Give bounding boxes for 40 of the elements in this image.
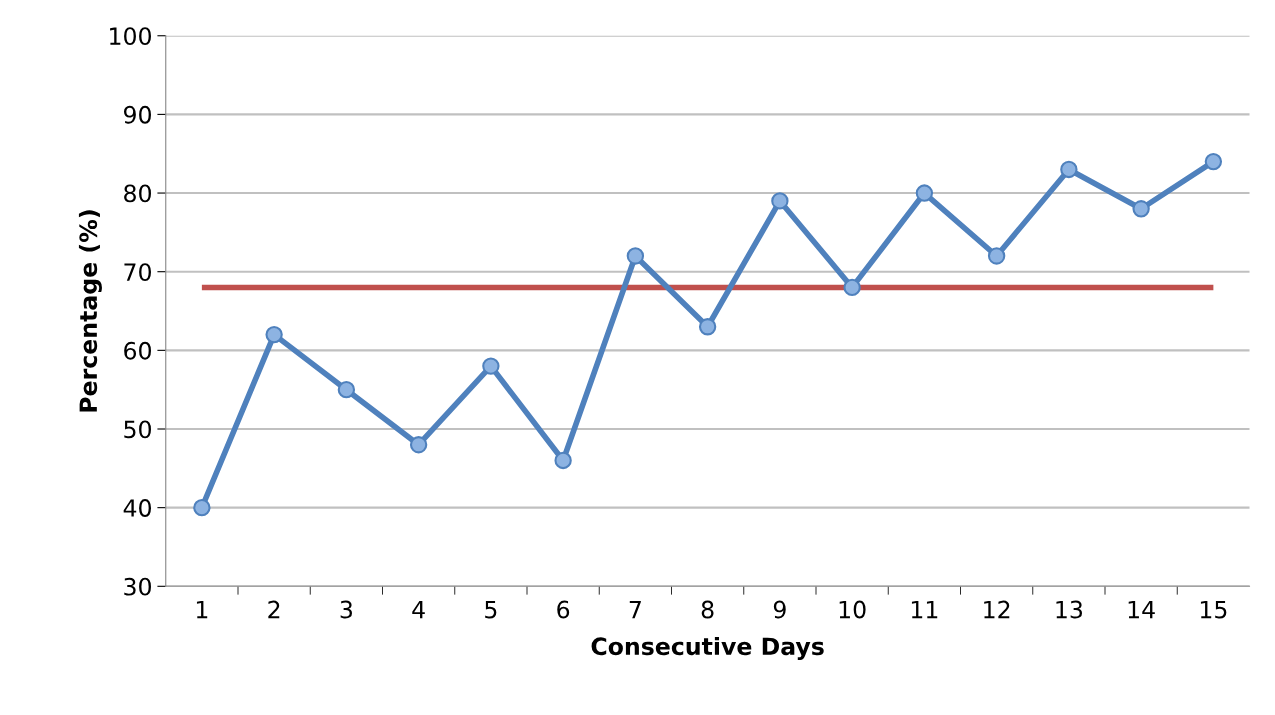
x-tick-label: 13	[1056, 600, 1082, 619]
y-tick-label: 80	[124, 184, 151, 203]
point	[1132, 200, 1150, 218]
y-tick-label: 90	[124, 105, 151, 124]
point	[1060, 160, 1078, 179]
x-tick-label: 11	[911, 600, 938, 619]
x-tick-label: 9	[773, 600, 786, 619]
y-tick-label: 70	[124, 263, 151, 282]
x-tick-label: 3	[340, 600, 352, 619]
x-tick-label: 8	[701, 600, 714, 619]
x-tick-label: 6	[557, 600, 570, 619]
point	[771, 192, 789, 210]
y-tick-label: 30	[124, 577, 151, 596]
point	[337, 381, 356, 399]
point	[554, 451, 572, 470]
point	[1204, 152, 1223, 171]
y-axis-title: Percentage (%)	[78, 210, 102, 412]
y-tick-label: 40	[123, 499, 151, 517]
x-tick-label: 1	[196, 600, 208, 619]
point	[987, 247, 1006, 265]
y-tick-label: 60	[124, 341, 151, 360]
x-tick-label: 12	[984, 600, 1010, 619]
x-axis-title: Consecutive Days	[591, 636, 824, 660]
y-tick-label: 100	[110, 27, 151, 46]
point	[915, 184, 934, 202]
point	[698, 318, 717, 336]
x-tick-label: 5	[485, 600, 497, 619]
point	[265, 325, 283, 344]
x-tick-label: 4	[412, 600, 425, 619]
x-tick-label: 7	[629, 600, 641, 619]
point	[409, 436, 428, 454]
point	[193, 498, 211, 517]
x-tick-label: 15	[1200, 600, 1227, 619]
point	[843, 278, 861, 297]
x-tick-label: 10	[839, 600, 866, 619]
x-tick-label: 2	[268, 600, 280, 619]
x-tick-label: 14	[1128, 600, 1155, 619]
point	[626, 247, 645, 265]
point	[482, 357, 500, 375]
y-tick-label: 50	[124, 420, 151, 439]
